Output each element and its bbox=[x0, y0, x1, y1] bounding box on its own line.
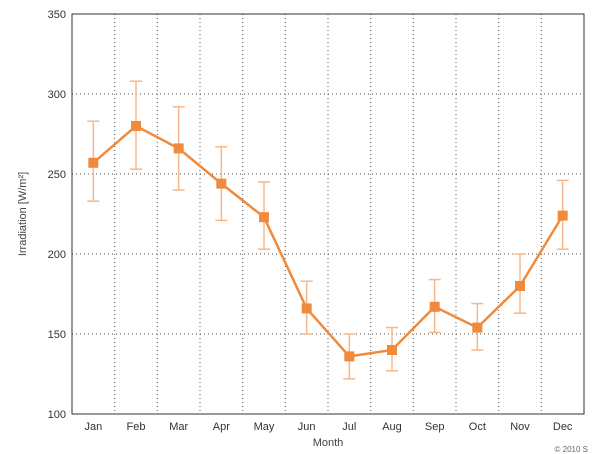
x-tick-label: Feb bbox=[127, 421, 146, 433]
x-tick-label: Jan bbox=[84, 421, 102, 433]
grid-lines bbox=[72, 14, 584, 414]
data-point bbox=[216, 178, 227, 189]
data-point bbox=[173, 143, 184, 154]
data-point bbox=[301, 303, 312, 314]
y-tick-labels: 100 150 200 250 300 350 bbox=[48, 9, 66, 421]
x-tick-labels: Jan Feb Mar Apr May Jun Jul Aug Sep Oct Nov Dec bbox=[84, 421, 572, 433]
y-tick-label: 350 bbox=[48, 9, 66, 21]
data-point bbox=[472, 322, 483, 333]
y-axis-label: Irradiation [W/m²] bbox=[17, 172, 29, 256]
copyright-text: © 2010 S bbox=[555, 445, 588, 454]
data-point bbox=[259, 212, 269, 223]
x-tick-label: May bbox=[254, 421, 275, 433]
data-point bbox=[387, 345, 397, 355]
data-point bbox=[344, 351, 355, 362]
y-tick-label: 200 bbox=[48, 249, 66, 261]
x-tick-label: Jul bbox=[342, 421, 356, 433]
x-tick-label: Oct bbox=[469, 421, 486, 433]
x-tick-label: Mar bbox=[169, 421, 188, 433]
data-point bbox=[131, 121, 141, 131]
y-tick-label: 150 bbox=[48, 329, 66, 341]
x-tick-label: Nov bbox=[510, 421, 530, 433]
y-tick-label: 300 bbox=[48, 89, 66, 101]
x-tick-label: Jun bbox=[298, 421, 316, 433]
data-markers bbox=[88, 121, 568, 362]
data-point bbox=[515, 281, 525, 291]
x-tick-label: Sep bbox=[425, 421, 445, 433]
data-point bbox=[557, 210, 568, 221]
y-tick-label: 100 bbox=[48, 409, 66, 421]
x-axis-label: Month bbox=[313, 437, 344, 449]
data-point bbox=[88, 157, 99, 168]
x-tick-label: Dec bbox=[553, 421, 573, 433]
series-line bbox=[92, 124, 564, 358]
y-tick-label: 250 bbox=[48, 169, 66, 181]
data-point bbox=[429, 301, 440, 312]
x-tick-label: Aug bbox=[382, 421, 402, 433]
plot-frame bbox=[71, 13, 585, 415]
x-tick-label: Apr bbox=[213, 421, 230, 433]
